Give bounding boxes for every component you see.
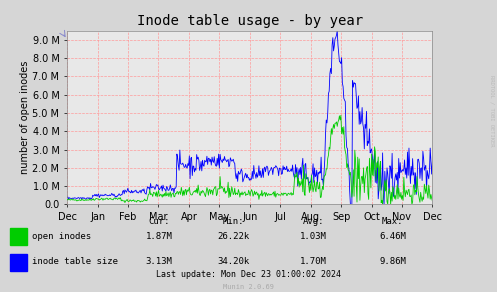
Text: Min:: Min: xyxy=(223,218,245,227)
Bar xyxy=(10,254,27,271)
Text: Cur:: Cur: xyxy=(148,218,170,227)
Text: Munin 2.0.69: Munin 2.0.69 xyxy=(223,284,274,290)
Text: RRDTOOL / TOBI OETIKER: RRDTOOL / TOBI OETIKER xyxy=(490,75,495,147)
Text: 1.03M: 1.03M xyxy=(300,232,327,241)
Text: 1.87M: 1.87M xyxy=(146,232,172,241)
Text: Last update: Mon Dec 23 01:00:02 2024: Last update: Mon Dec 23 01:00:02 2024 xyxy=(156,270,341,279)
Text: open inodes: open inodes xyxy=(32,232,91,241)
Text: 3.13M: 3.13M xyxy=(146,257,172,266)
Text: 9.86M: 9.86M xyxy=(379,257,406,266)
Text: 1.70M: 1.70M xyxy=(300,257,327,266)
Y-axis label: number of open inodes: number of open inodes xyxy=(20,61,30,174)
Title: Inode table usage - by year: Inode table usage - by year xyxy=(137,14,363,28)
Text: 34.20k: 34.20k xyxy=(218,257,249,266)
Text: Max:: Max: xyxy=(382,218,404,227)
Bar xyxy=(10,229,27,245)
Text: 6.46M: 6.46M xyxy=(379,232,406,241)
Text: inode table size: inode table size xyxy=(32,257,118,266)
Text: Avg:: Avg: xyxy=(302,218,324,227)
Text: 26.22k: 26.22k xyxy=(218,232,249,241)
